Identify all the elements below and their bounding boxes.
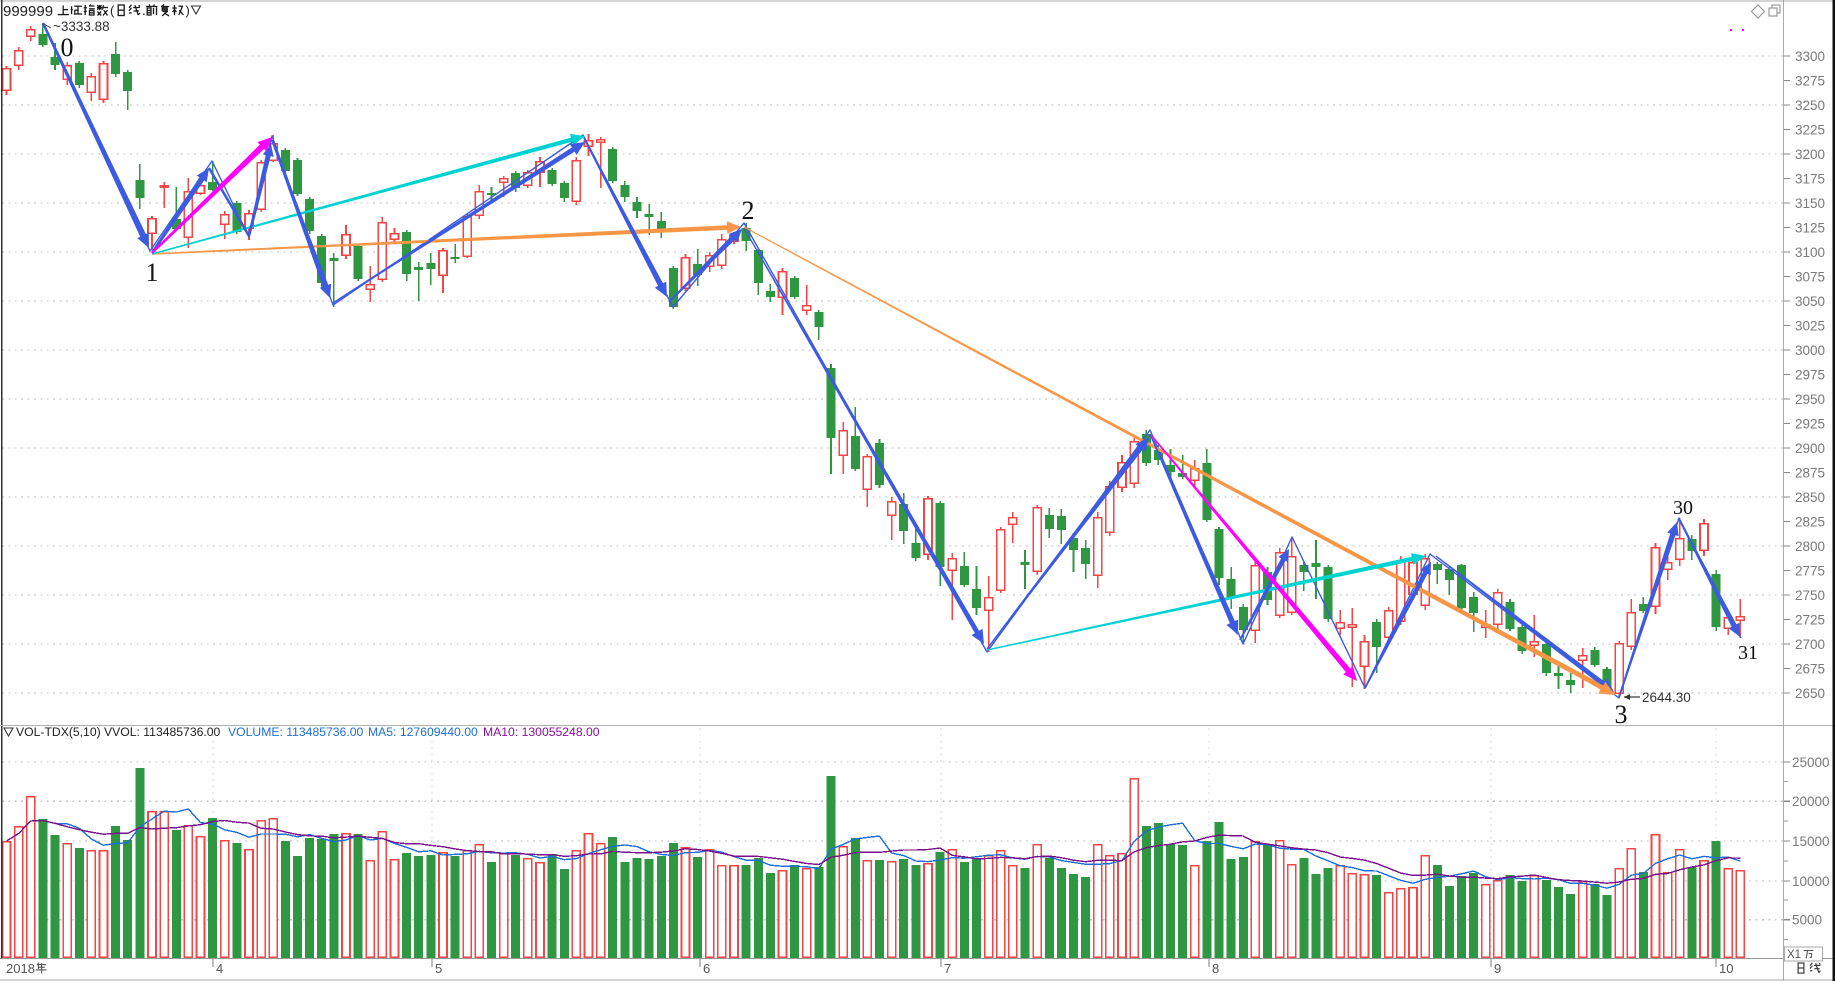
svg-text:MA10: 130055248.00: MA10: 130055248.00 — [483, 725, 600, 739]
svg-text:VOL-TDX(5,10): VOL-TDX(5,10) — [16, 725, 101, 739]
svg-text:999999: 999999 — [3, 3, 53, 20]
svg-text:3125: 3125 — [1795, 220, 1825, 235]
svg-text:2650: 2650 — [1795, 686, 1825, 701]
svg-text:3025: 3025 — [1795, 318, 1825, 333]
svg-text:MA5: 127609440.00: MA5: 127609440.00 — [368, 725, 478, 739]
svg-text:(: ( — [110, 3, 115, 18]
svg-text:3100: 3100 — [1795, 245, 1825, 260]
svg-text:10000: 10000 — [1792, 874, 1830, 889]
svg-text:1: 1 — [146, 258, 159, 287]
svg-text:3250: 3250 — [1795, 98, 1825, 113]
svg-text:3200: 3200 — [1795, 147, 1825, 162]
svg-text:9: 9 — [1494, 961, 1501, 976]
svg-text:): ) — [186, 3, 190, 18]
svg-text:25000: 25000 — [1792, 755, 1830, 770]
svg-text:0: 0 — [61, 33, 74, 62]
svg-text:2925: 2925 — [1795, 417, 1825, 432]
svg-text:5000: 5000 — [1792, 913, 1822, 928]
svg-text:8: 8 — [1212, 961, 1219, 976]
svg-text:3: 3 — [1615, 700, 1628, 729]
svg-text:4: 4 — [216, 961, 223, 976]
svg-text:3075: 3075 — [1795, 269, 1825, 284]
svg-text:20000: 20000 — [1792, 794, 1830, 809]
svg-text:2850: 2850 — [1795, 490, 1825, 505]
svg-text:VOLUME: 113485736.00: VOLUME: 113485736.00 — [228, 725, 364, 739]
svg-text:31: 31 — [1738, 642, 1758, 664]
svg-text:2900: 2900 — [1795, 441, 1825, 456]
svg-text:~3333.88: ~3333.88 — [53, 19, 110, 34]
svg-text:2644.30: 2644.30 — [1642, 690, 1691, 705]
svg-text:2775: 2775 — [1795, 564, 1825, 579]
svg-text:15000: 15000 — [1792, 834, 1830, 849]
svg-text:30: 30 — [1673, 497, 1693, 519]
svg-text:2725: 2725 — [1795, 613, 1825, 628]
svg-text:2875: 2875 — [1795, 466, 1825, 481]
svg-text:2018: 2018 — [6, 961, 35, 976]
svg-text:2675: 2675 — [1795, 662, 1825, 677]
svg-text:5: 5 — [435, 961, 442, 976]
svg-text:10: 10 — [1719, 961, 1733, 976]
svg-text:2700: 2700 — [1795, 637, 1825, 652]
svg-text:7: 7 — [944, 961, 951, 976]
svg-text:2800: 2800 — [1795, 539, 1825, 554]
svg-text:VVOL: 113485736.00: VVOL: 113485736.00 — [104, 725, 221, 739]
svg-text:.: . — [142, 3, 146, 18]
svg-text:3225: 3225 — [1795, 122, 1825, 137]
svg-text:3300: 3300 — [1795, 49, 1825, 64]
svg-text:2825: 2825 — [1795, 515, 1825, 530]
svg-text:3000: 3000 — [1795, 343, 1825, 358]
svg-text:3275: 3275 — [1795, 73, 1825, 88]
svg-text:6: 6 — [703, 961, 710, 976]
svg-text:X1: X1 — [1787, 949, 1801, 961]
svg-text:2975: 2975 — [1795, 368, 1825, 383]
svg-text:2950: 2950 — [1795, 392, 1825, 407]
svg-text:2750: 2750 — [1795, 588, 1825, 603]
svg-text:2: 2 — [742, 196, 755, 225]
svg-text:3050: 3050 — [1795, 294, 1825, 309]
svg-text:3175: 3175 — [1795, 171, 1825, 186]
svg-text:3150: 3150 — [1795, 196, 1825, 211]
